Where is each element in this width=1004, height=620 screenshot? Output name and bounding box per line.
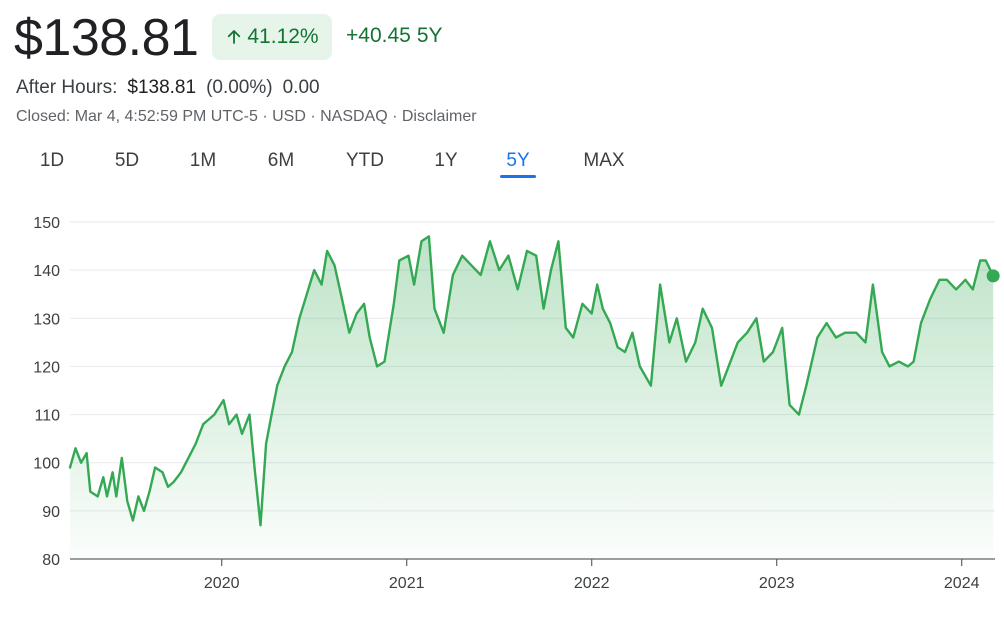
y-tick-label: 100 bbox=[33, 456, 60, 473]
percent-change-badge: 41.12% bbox=[212, 14, 332, 60]
x-tick-label: 2020 bbox=[204, 575, 240, 592]
range-tabs: 1D 5D 1M 6M YTD 1Y 5Y MAX bbox=[0, 140, 700, 184]
y-tick-label: 120 bbox=[33, 359, 60, 376]
arrow-up-icon bbox=[228, 30, 241, 44]
after-hours-change: 0.00 bbox=[282, 77, 320, 98]
x-tick-label: 2024 bbox=[944, 575, 980, 592]
y-tick-label: 150 bbox=[33, 215, 60, 232]
range-label: 5Y bbox=[416, 24, 443, 47]
y-axis-labels: 80 90 100 110 120 130 140 150 bbox=[33, 215, 60, 569]
active-tab-indicator bbox=[500, 175, 536, 178]
current-price-dot bbox=[986, 269, 1000, 283]
x-axis-ticks: 2020 2021 2022 2023 2024 bbox=[204, 559, 980, 592]
x-tick-label: 2023 bbox=[759, 575, 795, 592]
tab-5d[interactable]: 5D bbox=[114, 150, 140, 171]
x-tick-label: 2021 bbox=[389, 575, 425, 592]
percent-change-value: 41.12% bbox=[247, 25, 319, 48]
after-hours-label: After Hours: bbox=[16, 77, 118, 98]
y-tick-label: 80 bbox=[42, 552, 60, 569]
tab-1d[interactable]: 1D bbox=[39, 150, 65, 171]
price-area bbox=[70, 236, 994, 559]
disclaimer-link[interactable]: Disclaimer bbox=[401, 108, 477, 125]
tab-1m[interactable]: 1M bbox=[189, 150, 217, 171]
absolute-change: +40.45 5Y bbox=[346, 24, 449, 48]
tab-5y[interactable]: 5Y bbox=[506, 150, 530, 171]
tab-1y[interactable]: 1Y bbox=[434, 150, 458, 171]
after-hours-row: After Hours: $138.81 (0.00%) 0.00 bbox=[16, 77, 320, 99]
absolute-change-value: +40.45 bbox=[346, 24, 411, 47]
after-hours-price: $138.81 bbox=[127, 77, 197, 98]
tab-6m[interactable]: 6M bbox=[267, 150, 295, 171]
after-hours-percent: (0.00%) bbox=[206, 77, 273, 98]
y-tick-label: 110 bbox=[34, 408, 60, 425]
closed-text: Closed: Mar 4, 4:52:59 PM UTC-5 · USD · … bbox=[16, 108, 402, 125]
price-line bbox=[68, 235, 995, 527]
y-tick-label: 140 bbox=[33, 263, 60, 280]
market-status: Closed: Mar 4, 4:52:59 PM UTC-5 · USD · … bbox=[16, 108, 477, 126]
x-tick-label: 2022 bbox=[574, 575, 610, 592]
y-tick-label: 90 bbox=[42, 504, 60, 521]
current-price: $138.81 bbox=[14, 9, 199, 67]
tab-max[interactable]: MAX bbox=[583, 150, 625, 171]
y-tick-label: 130 bbox=[33, 311, 60, 328]
tab-ytd[interactable]: YTD bbox=[346, 150, 384, 171]
